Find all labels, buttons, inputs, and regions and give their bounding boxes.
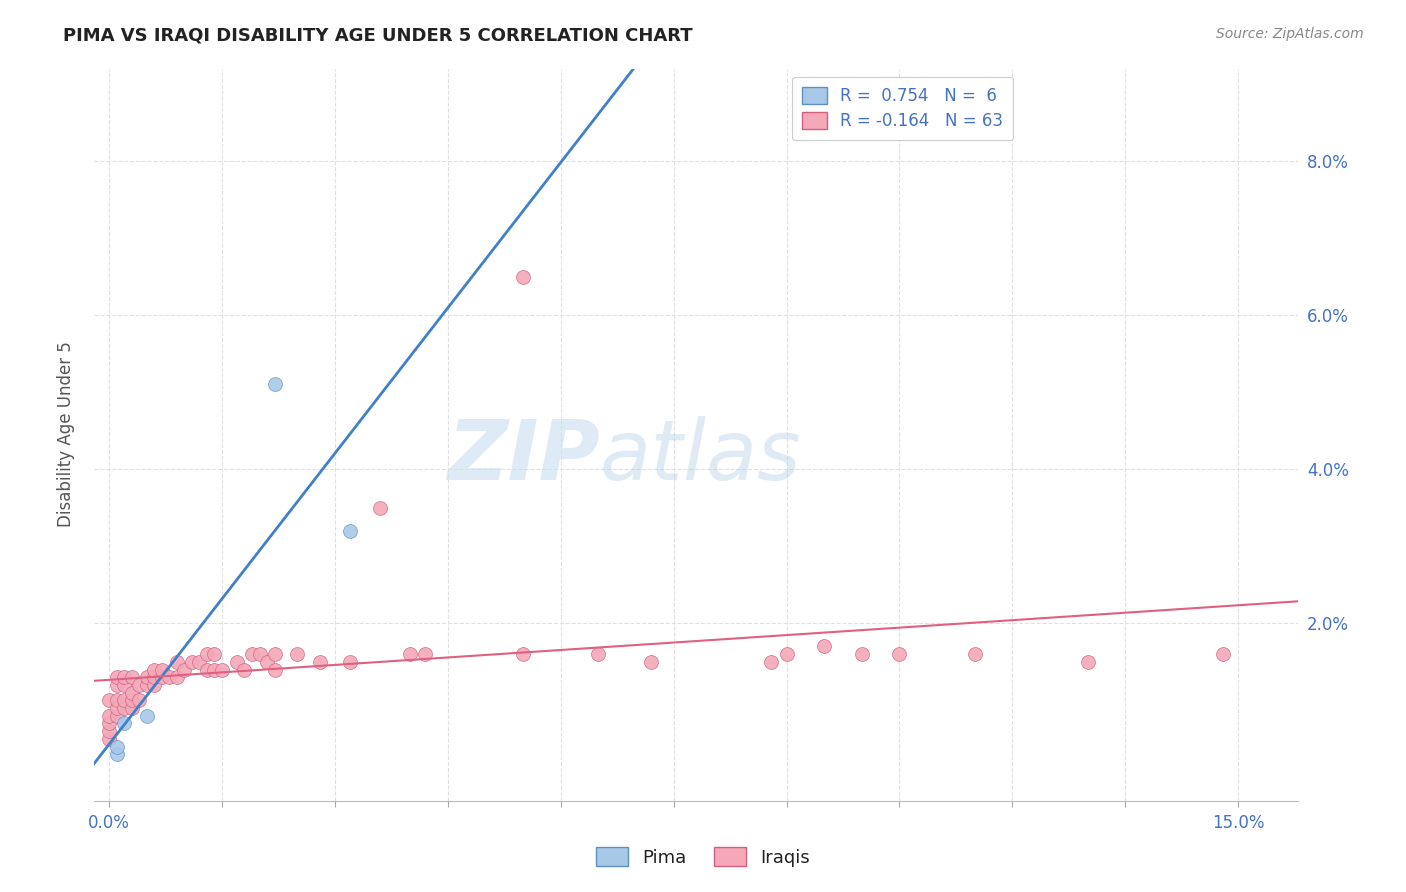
Point bbox=[143, 670, 166, 684]
Point bbox=[105, 693, 128, 707]
Point bbox=[166, 670, 188, 684]
Point bbox=[188, 655, 211, 669]
Point bbox=[112, 693, 135, 707]
Legend: Pima, Iraqis: Pima, Iraqis bbox=[588, 840, 818, 874]
Text: PIMA VS IRAQI DISABILITY AGE UNDER 5 CORRELATION CHART: PIMA VS IRAQI DISABILITY AGE UNDER 5 COR… bbox=[63, 27, 693, 45]
Point bbox=[135, 678, 157, 692]
Point bbox=[173, 663, 195, 677]
Point bbox=[121, 693, 143, 707]
Point bbox=[166, 655, 188, 669]
Point bbox=[98, 724, 121, 739]
Point bbox=[339, 655, 361, 669]
Point bbox=[512, 647, 534, 661]
Point bbox=[202, 663, 225, 677]
Legend: R =  0.754   N =  6, R = -0.164   N = 63: R = 0.754 N = 6, R = -0.164 N = 63 bbox=[792, 77, 1014, 140]
Point bbox=[588, 647, 610, 661]
Point bbox=[98, 731, 121, 746]
Point bbox=[285, 647, 308, 661]
Point bbox=[121, 701, 143, 715]
Point bbox=[1077, 655, 1099, 669]
Point bbox=[1212, 647, 1234, 661]
Point bbox=[105, 670, 128, 684]
Point bbox=[105, 701, 128, 715]
Point bbox=[105, 747, 128, 762]
Point bbox=[143, 678, 166, 692]
Point bbox=[121, 686, 143, 700]
Point bbox=[112, 701, 135, 715]
Point bbox=[211, 663, 233, 677]
Point bbox=[889, 647, 911, 661]
Point bbox=[202, 647, 225, 661]
Point bbox=[105, 739, 128, 754]
Text: ZIP: ZIP bbox=[447, 416, 600, 497]
Point bbox=[761, 655, 783, 669]
Point bbox=[150, 663, 173, 677]
Point bbox=[512, 269, 534, 284]
Point bbox=[105, 708, 128, 723]
Point bbox=[308, 655, 330, 669]
Point bbox=[339, 524, 361, 538]
Text: atlas: atlas bbox=[600, 416, 801, 497]
Point bbox=[963, 647, 986, 661]
Point bbox=[240, 647, 263, 661]
Point bbox=[143, 663, 166, 677]
Point bbox=[128, 693, 150, 707]
Point bbox=[105, 678, 128, 692]
Point bbox=[135, 670, 157, 684]
Point bbox=[399, 647, 422, 661]
Point bbox=[195, 663, 218, 677]
Point bbox=[157, 670, 180, 684]
Point bbox=[128, 678, 150, 692]
Point bbox=[413, 647, 436, 661]
Point bbox=[121, 670, 143, 684]
Point bbox=[195, 647, 218, 661]
Point bbox=[368, 500, 391, 515]
Point bbox=[263, 377, 285, 392]
Point bbox=[249, 647, 271, 661]
Point bbox=[263, 663, 285, 677]
Point bbox=[256, 655, 278, 669]
Point bbox=[98, 716, 121, 731]
Point bbox=[135, 708, 157, 723]
Point bbox=[851, 647, 873, 661]
Point bbox=[775, 647, 797, 661]
Point bbox=[640, 655, 662, 669]
Point bbox=[98, 708, 121, 723]
Point bbox=[112, 716, 135, 731]
Point bbox=[150, 670, 173, 684]
Point bbox=[263, 647, 285, 661]
Point bbox=[98, 693, 121, 707]
Point bbox=[112, 670, 135, 684]
Y-axis label: Disability Age Under 5: Disability Age Under 5 bbox=[58, 342, 75, 527]
Point bbox=[180, 655, 202, 669]
Point bbox=[813, 640, 835, 654]
Point bbox=[233, 663, 256, 677]
Point bbox=[226, 655, 249, 669]
Text: Source: ZipAtlas.com: Source: ZipAtlas.com bbox=[1216, 27, 1364, 41]
Point bbox=[112, 678, 135, 692]
